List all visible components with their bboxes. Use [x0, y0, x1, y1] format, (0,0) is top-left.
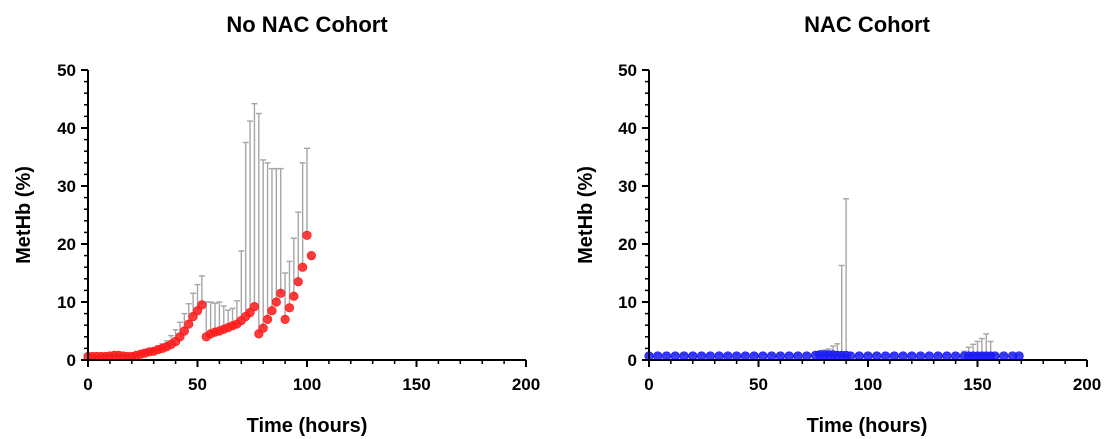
data-point	[767, 351, 777, 361]
x-axis-title: Time (hours)	[247, 415, 368, 437]
data-point	[924, 351, 934, 361]
y-tick-label: 0	[67, 351, 76, 370]
data-point	[184, 319, 194, 329]
y-tick-label: 10	[618, 293, 637, 312]
y-tick-label: 30	[57, 177, 76, 196]
data-point	[880, 351, 891, 361]
data-point	[872, 351, 882, 361]
x-tick-label: 100	[854, 375, 882, 394]
data-point	[705, 351, 715, 361]
data-point	[280, 314, 290, 324]
x-tick-label: 100	[293, 375, 321, 394]
y-axis-title: MetHb (%)	[13, 166, 35, 264]
data-point	[653, 351, 663, 361]
data-point	[898, 351, 908, 361]
y-tick-label: 30	[618, 177, 637, 196]
y-tick-label: 20	[618, 235, 637, 254]
data-point	[793, 351, 803, 361]
x-tick-label: 150	[963, 375, 991, 394]
x-axis-title: Time (hours)	[807, 415, 928, 437]
plot-area-left: 0 10 20 30 40 50 0 50 100 150 200	[57, 61, 540, 394]
x-tick-label: 150	[402, 375, 430, 394]
data-point	[714, 351, 724, 361]
data-point	[942, 351, 952, 361]
x-tick-label: 0	[644, 375, 653, 394]
x-tick-label: 0	[83, 375, 92, 394]
data-point	[249, 302, 260, 312]
data-point	[889, 351, 899, 361]
data-point	[863, 351, 873, 361]
data-point	[688, 351, 698, 361]
y-tick-label: 50	[618, 61, 637, 80]
data-point	[999, 351, 1009, 361]
y-tick-label: 40	[57, 119, 76, 138]
data-point	[1014, 351, 1024, 361]
data-point	[950, 351, 961, 361]
data-point	[679, 351, 689, 361]
chart-title: No NAC Cohort	[226, 12, 388, 37]
data-point	[802, 351, 812, 361]
y-tick-label: 0	[628, 351, 637, 370]
data-point	[179, 326, 189, 336]
data-point	[284, 303, 295, 313]
data-point	[293, 277, 303, 287]
y-axis-title: MetHb (%)	[575, 166, 597, 264]
data-point	[933, 351, 943, 361]
x-tick-label: 50	[188, 375, 207, 394]
data-point	[298, 262, 308, 272]
data-point	[197, 300, 207, 310]
data-point	[258, 323, 268, 333]
data-point	[758, 351, 768, 361]
data-point	[723, 351, 733, 361]
y-tick-label: 50	[57, 61, 76, 80]
data-point	[784, 351, 794, 361]
data-point	[661, 351, 672, 361]
x-tick-label: 200	[1073, 375, 1101, 394]
y-tick-label: 40	[618, 119, 637, 138]
data-point	[749, 351, 759, 361]
x-tick-label: 50	[749, 375, 768, 394]
data-point	[302, 230, 312, 240]
panel-nac: NAC Cohort Time (hours) MetHb (%) 0 10 20 3…	[575, 12, 1101, 437]
data-point	[915, 351, 926, 361]
data-point	[854, 351, 864, 361]
y-tick-label: 20	[57, 235, 76, 254]
data-point	[271, 297, 281, 307]
data-point	[696, 351, 707, 361]
data-point	[907, 351, 917, 361]
plot-area-right: 0 10 20 30 40 50 0 50 100 150 200	[618, 61, 1101, 394]
data-point	[990, 351, 1000, 361]
data-point	[670, 351, 680, 361]
panel-no-nac: No NAC Cohort Time (hours) MetHb (%) 0 10…	[13, 12, 540, 437]
data-point	[289, 291, 299, 301]
x-tick-label: 200	[512, 375, 540, 394]
data-point	[775, 351, 786, 361]
data-point	[845, 351, 856, 361]
data-point	[276, 288, 286, 298]
data-point	[306, 251, 316, 261]
data-point	[731, 351, 742, 361]
data-point	[262, 314, 273, 324]
data-point	[740, 351, 750, 361]
data-point	[267, 306, 277, 316]
y-tick-label: 10	[57, 293, 76, 312]
chart-title: NAC Cohort	[804, 12, 931, 37]
